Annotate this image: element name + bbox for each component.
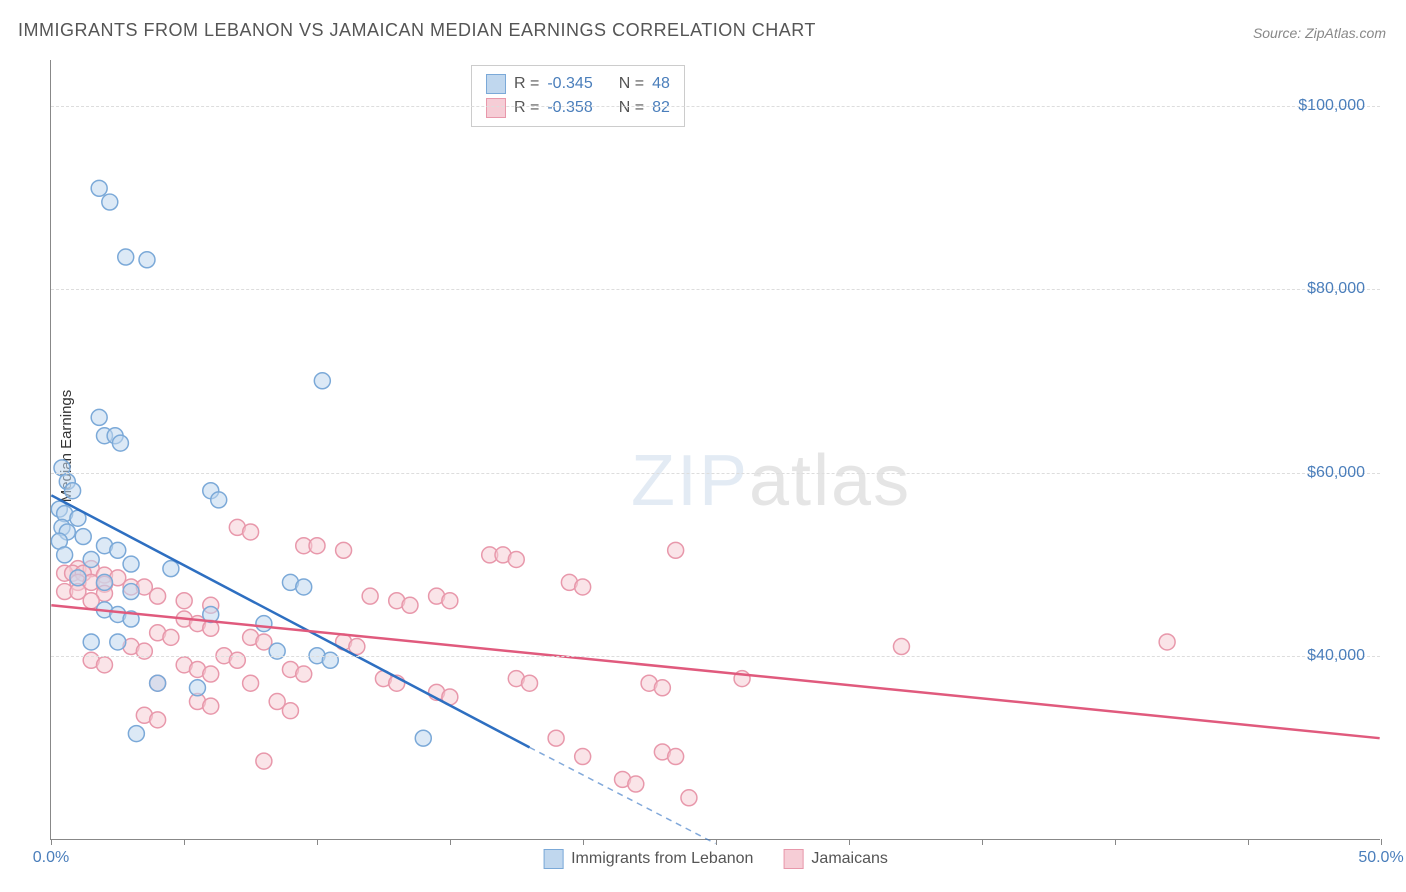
chart-title: IMMIGRANTS FROM LEBANON VS JAMAICAN MEDI…: [18, 20, 816, 41]
scatter-point-lebanon: [211, 492, 227, 508]
x-tick: [1381, 839, 1382, 845]
scatter-point-lebanon: [110, 634, 126, 650]
x-tick-label: 0.0%: [33, 849, 69, 867]
y-tick-label: $80,000: [1307, 280, 1365, 298]
scatter-point-jamaicans: [548, 730, 564, 746]
scatter-point-lebanon: [102, 194, 118, 210]
x-tick: [450, 839, 451, 845]
scatter-point-jamaicans: [243, 675, 259, 691]
scatter-point-jamaicans: [668, 542, 684, 558]
scatter-point-lebanon: [91, 180, 107, 196]
scatter-point-jamaicans: [282, 703, 298, 719]
x-tick: [317, 839, 318, 845]
scatter-point-lebanon: [118, 249, 134, 265]
scatter-point-lebanon: [83, 551, 99, 567]
scatter-point-lebanon: [139, 252, 155, 268]
scatter-point-jamaicans: [1159, 634, 1175, 650]
scatter-point-lebanon: [96, 574, 112, 590]
scatter-point-lebanon: [128, 726, 144, 742]
gridline: [51, 289, 1380, 290]
scatter-point-lebanon: [123, 556, 139, 572]
scatter-point-jamaicans: [96, 657, 112, 673]
regression-line-jamaicans: [51, 605, 1379, 738]
gridline: [51, 106, 1380, 107]
chart-source: Source: ZipAtlas.com: [1253, 25, 1386, 41]
swatch-jamaicans-bottom: [783, 849, 803, 869]
scatter-point-jamaicans: [681, 790, 697, 806]
scatter-point-jamaicans: [296, 666, 312, 682]
scatter-point-jamaicans: [243, 524, 259, 540]
scatter-point-jamaicans: [628, 776, 644, 792]
y-tick-label: $40,000: [1307, 647, 1365, 665]
scatter-point-jamaicans: [522, 675, 538, 691]
plot-svg: [51, 60, 1380, 839]
x-tick: [982, 839, 983, 845]
scatter-point-lebanon: [314, 373, 330, 389]
scatter-point-jamaicans: [150, 712, 166, 728]
scatter-point-jamaicans: [203, 698, 219, 714]
scatter-point-jamaicans: [893, 639, 909, 655]
scatter-point-lebanon: [83, 634, 99, 650]
scatter-point-lebanon: [57, 547, 73, 563]
scatter-point-lebanon: [110, 542, 126, 558]
scatter-point-jamaicans: [163, 629, 179, 645]
legend-item-jamaicans: Jamaicans: [783, 849, 887, 869]
scatter-point-jamaicans: [336, 542, 352, 558]
gridline: [51, 656, 1380, 657]
scatter-point-jamaicans: [309, 538, 325, 554]
scatter-point-lebanon: [189, 680, 205, 696]
x-tick: [849, 839, 850, 845]
y-tick-label: $60,000: [1307, 464, 1365, 482]
scatter-point-jamaicans: [668, 749, 684, 765]
x-tick: [1115, 839, 1116, 845]
scatter-point-lebanon: [415, 730, 431, 746]
y-tick-label: $100,000: [1298, 97, 1365, 115]
scatter-point-jamaicans: [442, 593, 458, 609]
x-tick: [583, 839, 584, 845]
scatter-point-lebanon: [256, 616, 272, 632]
bottom-legend: Immigrants from Lebanon Jamaicans: [543, 849, 888, 869]
plot-area: ZIPatlas R = -0.345 N = 48 R = -0.358 N …: [50, 60, 1380, 840]
scatter-point-lebanon: [91, 409, 107, 425]
scatter-point-jamaicans: [508, 551, 524, 567]
scatter-point-jamaicans: [654, 680, 670, 696]
scatter-point-lebanon: [112, 435, 128, 451]
legend-label-jamaicans: Jamaicans: [811, 850, 887, 868]
scatter-point-jamaicans: [176, 593, 192, 609]
scatter-point-lebanon: [150, 675, 166, 691]
legend-label-lebanon: Immigrants from Lebanon: [571, 850, 753, 868]
swatch-lebanon-bottom: [543, 849, 563, 869]
chart-container: IMMIGRANTS FROM LEBANON VS JAMAICAN MEDI…: [0, 0, 1406, 892]
gridline: [51, 473, 1380, 474]
scatter-point-jamaicans: [256, 753, 272, 769]
legend-item-lebanon: Immigrants from Lebanon: [543, 849, 753, 869]
scatter-point-lebanon: [70, 570, 86, 586]
scatter-point-jamaicans: [362, 588, 378, 604]
scatter-point-lebanon: [322, 652, 338, 668]
x-tick: [716, 839, 717, 845]
scatter-point-lebanon: [296, 579, 312, 595]
scatter-point-lebanon: [163, 561, 179, 577]
scatter-point-jamaicans: [402, 597, 418, 613]
x-tick: [1248, 839, 1249, 845]
scatter-point-jamaicans: [203, 666, 219, 682]
x-tick-label: 50.0%: [1358, 849, 1403, 867]
x-tick: [184, 839, 185, 845]
scatter-point-jamaicans: [575, 749, 591, 765]
x-tick: [51, 839, 52, 845]
scatter-point-jamaicans: [575, 579, 591, 595]
scatter-point-lebanon: [75, 529, 91, 545]
scatter-point-lebanon: [65, 483, 81, 499]
scatter-point-lebanon: [123, 584, 139, 600]
scatter-point-jamaicans: [229, 652, 245, 668]
scatter-point-jamaicans: [150, 588, 166, 604]
